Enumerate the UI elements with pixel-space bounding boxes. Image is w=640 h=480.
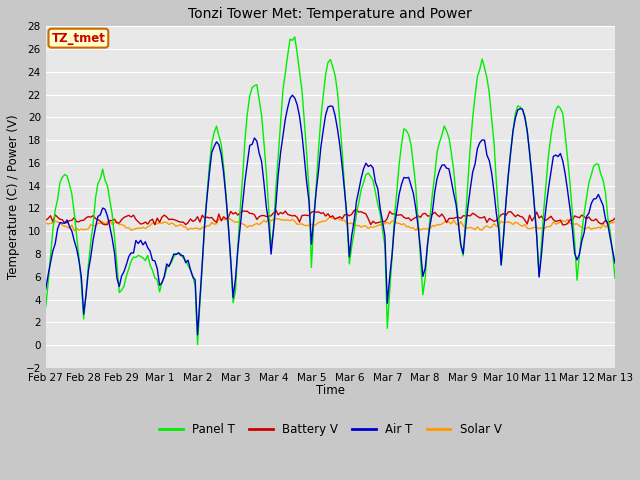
Line: Solar V: Solar V <box>45 217 615 231</box>
Solar V <box>504 219 512 225</box>
Solar V <box>609 220 616 226</box>
Air T <box>372 179 380 185</box>
Panel T <box>42 304 49 310</box>
Battery V <box>609 217 616 223</box>
Solar V <box>108 221 116 227</box>
Title: Tonzi Tower Met: Temperature and Power: Tonzi Tower Met: Temperature and Power <box>189 7 472 21</box>
Battery V <box>353 207 360 213</box>
Panel T <box>611 276 619 281</box>
Solar V <box>611 219 619 225</box>
Air T <box>106 224 114 229</box>
Text: TZ_tmet: TZ_tmet <box>51 32 106 45</box>
Air T <box>467 186 474 192</box>
Battery V <box>106 217 114 223</box>
Solar V <box>467 225 474 230</box>
Battery V <box>42 217 49 223</box>
Battery V <box>258 213 266 218</box>
Panel T <box>260 140 268 145</box>
Panel T <box>106 197 114 203</box>
Panel T <box>372 189 380 195</box>
Panel T <box>504 174 512 180</box>
Air T <box>504 172 512 178</box>
Air T <box>194 332 202 337</box>
Solar V <box>70 228 78 234</box>
Battery V <box>369 218 377 224</box>
Legend: Panel T, Battery V, Air T, Solar V: Panel T, Battery V, Air T, Solar V <box>154 418 506 441</box>
X-axis label: Time: Time <box>316 384 345 397</box>
Y-axis label: Temperature (C) / Power (V): Temperature (C) / Power (V) <box>7 115 20 279</box>
Air T <box>260 180 268 186</box>
Air T <box>289 92 296 98</box>
Line: Air T: Air T <box>45 95 615 335</box>
Panel T <box>467 144 474 149</box>
Panel T <box>609 250 616 256</box>
Air T <box>42 286 49 292</box>
Panel T <box>194 342 202 348</box>
Line: Panel T: Panel T <box>45 37 615 345</box>
Battery V <box>559 222 566 228</box>
Solar V <box>260 217 268 223</box>
Battery V <box>611 216 619 221</box>
Air T <box>611 260 619 266</box>
Line: Battery V: Battery V <box>45 210 615 225</box>
Battery V <box>502 213 509 218</box>
Solar V <box>372 224 380 229</box>
Solar V <box>326 214 334 220</box>
Panel T <box>291 34 299 40</box>
Solar V <box>42 220 49 226</box>
Battery V <box>464 213 472 218</box>
Air T <box>609 247 616 253</box>
